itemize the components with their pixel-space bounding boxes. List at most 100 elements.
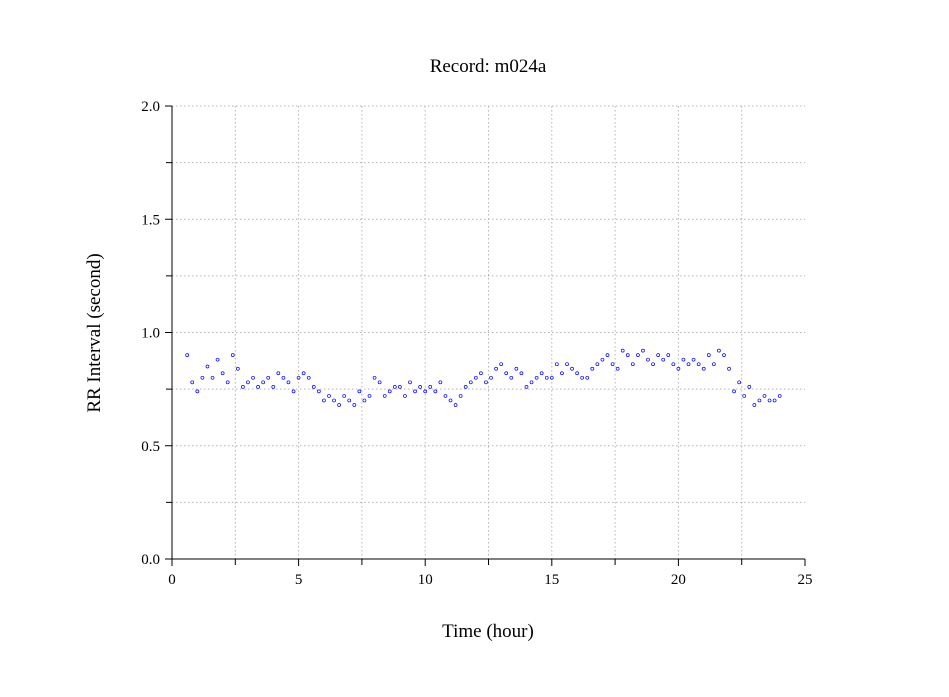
data-point (276, 371, 281, 376)
data-point (433, 389, 438, 394)
grid-lines (172, 105, 805, 559)
data-point (666, 353, 671, 357)
data-point (185, 353, 190, 357)
y-tick-label: 0.5 (141, 439, 160, 455)
data-point (413, 389, 417, 394)
data-point (524, 385, 529, 389)
data-point (661, 357, 666, 362)
data-point (620, 348, 625, 353)
data-point (600, 357, 605, 362)
y-tick-label: 1.0 (141, 326, 160, 342)
data-point (585, 375, 590, 380)
data-point (205, 364, 210, 369)
data-point (565, 362, 569, 367)
data-point (737, 380, 742, 385)
data-point (286, 380, 291, 385)
y-tick-label: 2.0 (141, 99, 160, 115)
data-point (696, 362, 701, 367)
data-point (200, 375, 205, 380)
data-point (473, 375, 478, 380)
data-point (519, 371, 524, 376)
data-point (387, 389, 392, 394)
data-point (453, 403, 458, 407)
data-point (215, 357, 220, 362)
x-axis-ticks: 0 5 10 15 20 25 (168, 559, 813, 588)
y-axis-label: RR Interval (second) (84, 253, 105, 412)
data-point (190, 380, 195, 385)
data-point (711, 362, 716, 367)
data-point (494, 366, 498, 371)
data-point (544, 375, 549, 380)
data-point (630, 362, 635, 367)
data-point (686, 362, 691, 367)
data-point (403, 394, 407, 398)
x-tick-label: 25 (798, 572, 813, 588)
data-point (560, 371, 564, 376)
data-point (641, 348, 645, 353)
data-point (636, 353, 640, 357)
data-point (246, 380, 250, 385)
data-point (301, 371, 306, 376)
data-point (332, 398, 336, 403)
data-point (514, 366, 519, 371)
chart-title: Record: m024a (430, 56, 547, 77)
data-point (311, 385, 316, 389)
data-point (747, 385, 752, 389)
data-point (615, 366, 620, 371)
data-point (251, 375, 255, 380)
data-point (463, 385, 468, 389)
y-tick-label: 0.0 (141, 552, 160, 568)
data-point (671, 362, 676, 367)
x-tick-label: 20 (671, 572, 686, 588)
data-point (220, 371, 225, 376)
data-point (646, 357, 650, 362)
data-point (651, 362, 655, 367)
data-point (342, 394, 347, 398)
data-point (392, 385, 397, 389)
data-point (235, 366, 240, 371)
data-point (382, 394, 387, 398)
data-point (398, 385, 402, 389)
data-point (362, 398, 367, 403)
data-point (367, 394, 372, 398)
data-point (271, 385, 276, 389)
data-point (701, 366, 706, 371)
data-point (291, 389, 296, 394)
data-point (742, 394, 747, 398)
data-point (717, 348, 721, 353)
data-point (499, 362, 504, 367)
data-point (772, 398, 777, 403)
data-point (372, 375, 377, 380)
data-point (428, 385, 433, 389)
data-point (225, 380, 230, 385)
data-point (757, 398, 762, 403)
data-point (549, 375, 554, 380)
data-point (610, 362, 615, 367)
data-point (448, 398, 453, 403)
data-point (590, 366, 595, 371)
data-point (327, 394, 331, 398)
data-point (210, 375, 215, 380)
data-point (317, 389, 321, 394)
data-point (762, 394, 767, 398)
data-point (625, 353, 630, 357)
data-point (595, 362, 600, 367)
data-point (357, 389, 362, 394)
data-point (306, 375, 311, 380)
data-point (347, 398, 352, 403)
data-point (727, 366, 731, 371)
data-point (408, 380, 412, 385)
data-point (479, 371, 483, 376)
data-point (256, 385, 260, 389)
data-point (458, 394, 463, 398)
data-point (296, 375, 301, 380)
data-point (468, 380, 473, 385)
data-point (580, 375, 585, 380)
data-point (534, 375, 539, 380)
data-point (489, 375, 493, 380)
data-point (504, 371, 509, 376)
data-point (377, 380, 382, 385)
data-point (195, 389, 200, 394)
data-point (570, 366, 574, 371)
